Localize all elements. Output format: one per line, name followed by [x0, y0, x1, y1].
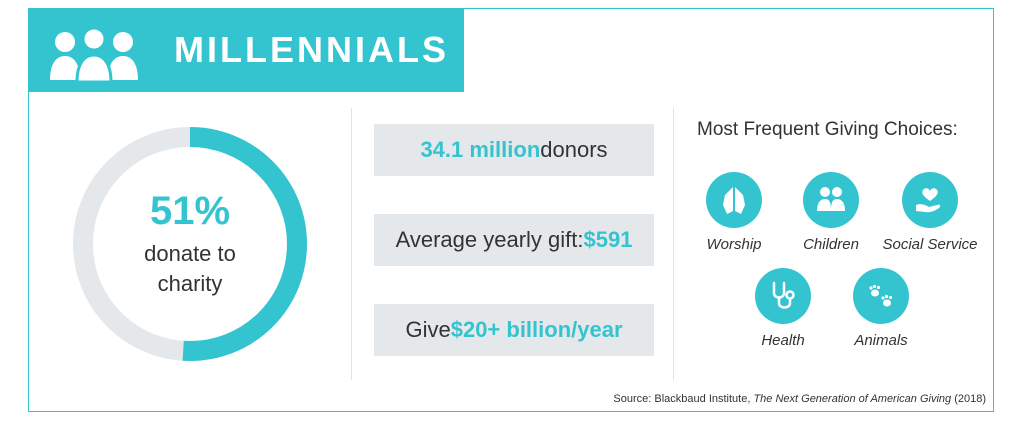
choice-label: Health	[761, 332, 805, 349]
choice-social-service: Social Service	[875, 172, 985, 253]
choice-icon-circle	[803, 172, 859, 228]
donut-label: donate to charity	[144, 241, 236, 296]
choice-icon-circle	[755, 268, 811, 324]
source-title: The Next Generation of American Giving	[753, 393, 952, 405]
stethoscope-icon	[772, 281, 795, 309]
column-divider	[351, 108, 352, 380]
stat-after: donors	[540, 137, 608, 162]
source-prefix: Source: Blackbaud Institute,	[613, 393, 754, 405]
heart-in-hand-icon	[916, 188, 941, 213]
stat-highlight: $20+ billion/year	[450, 317, 623, 342]
people-group-icon	[50, 26, 138, 82]
praying-hands-icon	[723, 187, 745, 214]
choice-label: Worship	[706, 236, 762, 253]
stat-average-gift: Average yearly gift: $591	[374, 214, 654, 266]
stat-highlight: 34.1 million	[420, 137, 541, 162]
children-icon	[817, 187, 845, 211]
stat-highlight: $591	[583, 227, 633, 252]
header-banner: MILLENNIALS	[28, 8, 464, 92]
choice-icon-circle	[902, 172, 958, 228]
source-citation: Source: Blackbaud Institute, The Next Ge…	[613, 393, 986, 405]
choice-health: Health	[728, 268, 838, 349]
choices-title: Most Frequent Giving Choices:	[697, 119, 958, 140]
choice-icon-circle	[706, 172, 762, 228]
stat-total-giving: Give $20+ billion/year	[374, 304, 654, 356]
page-title: MILLENNIALS	[174, 29, 449, 70]
column-divider	[673, 108, 674, 380]
donut-percent: 51%	[149, 189, 231, 233]
stat-before: Average yearly gift:	[395, 227, 584, 252]
infographic-frame	[28, 8, 994, 412]
choice-label: Animals	[854, 332, 908, 349]
choice-animals: Animals	[826, 268, 936, 349]
stat-before: Give	[405, 317, 451, 342]
source-suffix: (2018)	[951, 393, 986, 405]
paw-prints-icon	[869, 284, 893, 307]
choice-worship: Worship	[679, 172, 789, 253]
choice-label: Children	[803, 236, 859, 253]
choice-label: Social Service	[882, 236, 978, 253]
donut-center: 51% donate to charity	[73, 127, 307, 361]
donut-fill	[73, 127, 307, 361]
donut-chart	[73, 127, 307, 361]
choice-children: Children	[776, 172, 886, 253]
choice-icon-circle	[853, 268, 909, 324]
stat-donors: 34.1 million donors	[374, 124, 654, 176]
